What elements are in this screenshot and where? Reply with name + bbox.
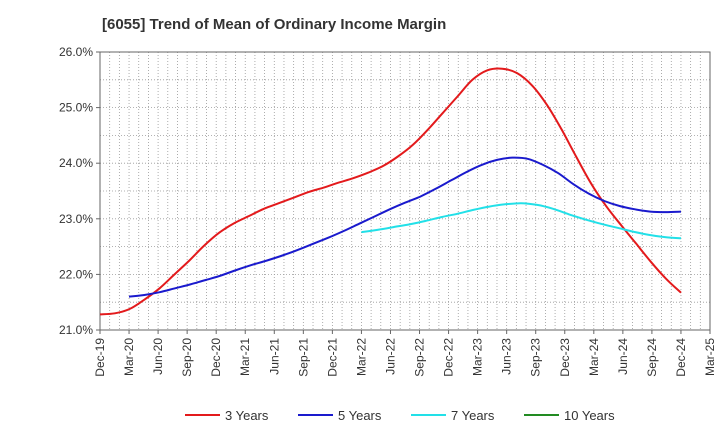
series-line-7-years: [361, 202, 682, 240]
x-tick-label: Dec-24: [674, 338, 688, 377]
x-tick-label: Jun-23: [500, 338, 514, 375]
legend-label: 3 Years: [225, 408, 269, 423]
y-tick-label: 24.0%: [59, 156, 93, 170]
plot-area: [100, 52, 710, 330]
x-tick-label: Mar-25: [703, 338, 717, 376]
x-tick-label: Dec-22: [442, 338, 456, 377]
x-tick-label: Sep-22: [413, 338, 427, 377]
y-tick-label: 21.0%: [59, 323, 93, 337]
x-tick-label: Mar-20: [122, 338, 136, 376]
x-tick-label: Jun-24: [616, 338, 630, 375]
series-line-5-years: [128, 156, 682, 298]
x-tick-label: Dec-20: [209, 338, 223, 377]
x-tick-label: Jun-20: [151, 338, 165, 375]
legend-label: 10 Years: [564, 408, 615, 423]
y-tick-label: 26.0%: [59, 45, 93, 59]
x-tick-label: Dec-19: [93, 338, 107, 377]
chart-title: [6055] Trend of Mean of Ordinary Income …: [102, 16, 447, 33]
x-tick-label: Mar-24: [587, 338, 601, 376]
plot-frame: [99, 51, 711, 331]
x-tick-label: Jun-21: [267, 338, 281, 375]
x-tick-label: Sep-21: [296, 338, 310, 377]
legend-label: 5 Years: [338, 408, 382, 423]
x-tick-label: Mar-22: [354, 338, 368, 376]
series-line-3-years: [99, 67, 682, 316]
x-tick-label: Dec-21: [325, 338, 339, 377]
x-tick-label: Mar-23: [471, 338, 485, 376]
x-tick-label: Dec-23: [558, 338, 572, 377]
y-tick-label: 25.0%: [59, 101, 93, 115]
y-tick-label: 23.0%: [59, 212, 93, 226]
x-tick-label: Mar-21: [238, 338, 252, 376]
x-tick-label: Sep-20: [180, 338, 194, 377]
x-tick-label: Jun-22: [383, 338, 397, 375]
x-tick-label: Sep-24: [645, 338, 659, 377]
y-tick-label: 22.0%: [59, 267, 93, 281]
legend-label: 7 Years: [451, 408, 495, 423]
x-tick-label: Sep-23: [529, 338, 543, 377]
